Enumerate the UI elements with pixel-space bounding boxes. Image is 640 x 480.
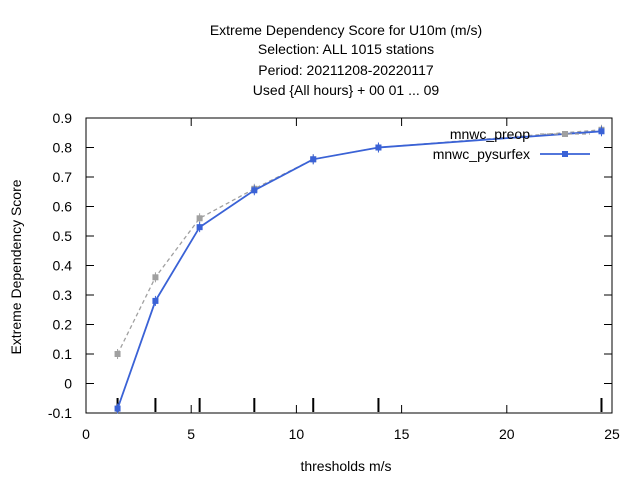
y-tick-label: 0.3 [53, 287, 73, 303]
y-tick-label: 0.7 [53, 169, 73, 185]
y-tick-label: 0.4 [53, 258, 73, 274]
series [114, 124, 605, 414]
y-tick-label: 0.8 [53, 140, 73, 156]
data-point [196, 224, 203, 231]
legend-label-mnwc_pysurfex: mnwc_pysurfex [433, 146, 530, 162]
data-point [114, 405, 121, 412]
legend-marker-mnwc_pysurfex [562, 151, 568, 157]
title-line-2: Selection: ALL 1015 stations [258, 41, 434, 57]
y-axis-label: Extreme Dependency Score [8, 179, 24, 354]
series-mnwc_preop [114, 124, 605, 359]
chart-title: Extreme Dependency Score for U10m (m/s) … [210, 22, 482, 98]
x-tick-label: 20 [499, 426, 515, 442]
data-point [196, 215, 203, 222]
y-tick-label: 0.1 [53, 346, 73, 362]
data-point [375, 144, 382, 151]
x-tick-label: 25 [604, 426, 620, 442]
title-line-3: Period: 20211208-20220117 [258, 62, 434, 78]
legend-marker-mnwc_preop [562, 131, 568, 137]
y-tick-label: 0.2 [53, 317, 73, 333]
y-tick-label: 0.9 [53, 110, 73, 126]
series-line-mnwc_pysurfex [116, 130, 602, 409]
data-point [152, 274, 159, 281]
data-point [114, 351, 121, 357]
threshold-marks [116, 398, 603, 412]
x-axis-label: thresholds m/s [300, 458, 391, 474]
y-tick-label: 0 [64, 376, 72, 392]
x-tick-label: 10 [289, 426, 305, 442]
data-point [310, 156, 317, 163]
x-tick-label: 5 [187, 426, 195, 442]
x-tick-label: 0 [82, 426, 90, 442]
series-mnwc_pysurfex [114, 126, 605, 414]
legend: mnwc_preop mnwc_pysurfex [433, 126, 590, 162]
y-tick-label: 0.5 [53, 228, 73, 244]
legend-label-mnwc_preop: mnwc_preop [450, 126, 530, 142]
x-tick-label: 15 [394, 426, 410, 442]
data-point [598, 128, 605, 135]
axes: -0.1 0 0.1 0.2 0.3 0.4 0.5 0.6 0.7 0.8 0.9 0 5 10 15 20… [48, 110, 620, 442]
y-tick-label: -0.1 [48, 405, 72, 421]
y-tick-label: 0.6 [53, 199, 73, 215]
data-point [152, 297, 159, 304]
title-line-4: Used {All hours} + 00 01 ... 09 [253, 82, 440, 98]
title-line-1: Extreme Dependency Score for U10m (m/s) [210, 22, 482, 38]
data-point [251, 187, 258, 194]
